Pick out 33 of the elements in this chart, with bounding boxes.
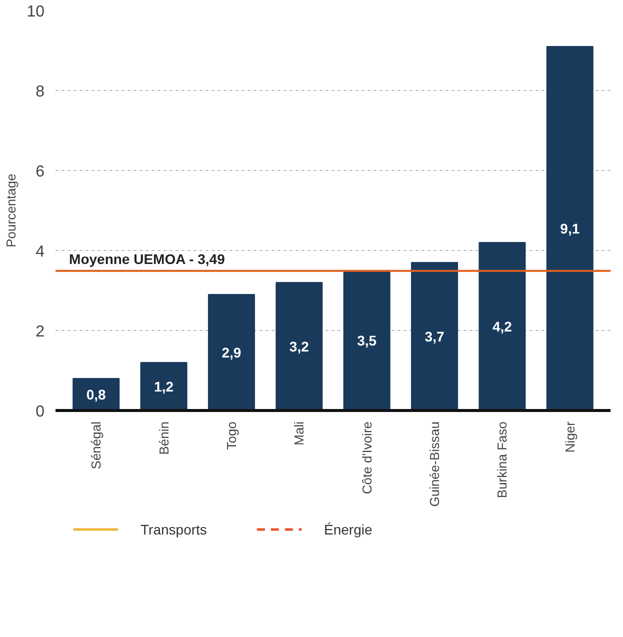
bar bbox=[546, 46, 594, 410]
bar bbox=[208, 294, 255, 410]
x-tick-label: Côte d'Ivoire bbox=[359, 421, 374, 494]
y-tick-label: 4 bbox=[36, 244, 45, 260]
legend-label: Transports bbox=[140, 522, 207, 538]
bar bbox=[478, 242, 526, 410]
x-tick-label: Mali bbox=[292, 421, 307, 446]
data-label: 0,8 bbox=[86, 386, 106, 402]
bar bbox=[276, 282, 323, 410]
y-tick-label: 0 bbox=[36, 404, 45, 420]
x-tick-label: Burkina Faso bbox=[494, 421, 510, 498]
bar bbox=[343, 270, 390, 410]
ref-line-label: Moyenne UEMOA - 3,49 bbox=[69, 250, 226, 267]
bar bbox=[140, 362, 188, 410]
x-tick-label: Togo bbox=[224, 421, 239, 450]
x-tick-label: Niger bbox=[562, 420, 578, 453]
data-label: 9,1 bbox=[560, 220, 580, 236]
data-label: 3,2 bbox=[289, 338, 310, 354]
data-label: 1,2 bbox=[154, 378, 174, 394]
bar bbox=[411, 262, 458, 410]
x-tick-label: Guinée-Bissau bbox=[427, 421, 442, 507]
data-label: 2,9 bbox=[222, 344, 242, 360]
y-tick-label: 2 bbox=[36, 324, 45, 340]
data-label: 3,7 bbox=[424, 328, 444, 344]
data-label: 3,5 bbox=[357, 332, 377, 348]
y-tick-label: 6 bbox=[36, 164, 45, 180]
data-label: 4,2 bbox=[492, 318, 512, 334]
x-tick-label: Sénégal bbox=[88, 421, 104, 470]
x-tick-label: Bénin bbox=[156, 422, 172, 455]
y-axis-title: Pourcentage bbox=[4, 174, 19, 248]
y-tick-label: 8 bbox=[36, 84, 45, 100]
legend-label: Énergie bbox=[324, 522, 372, 538]
y-tick-label: 10 bbox=[26, 4, 45, 20]
